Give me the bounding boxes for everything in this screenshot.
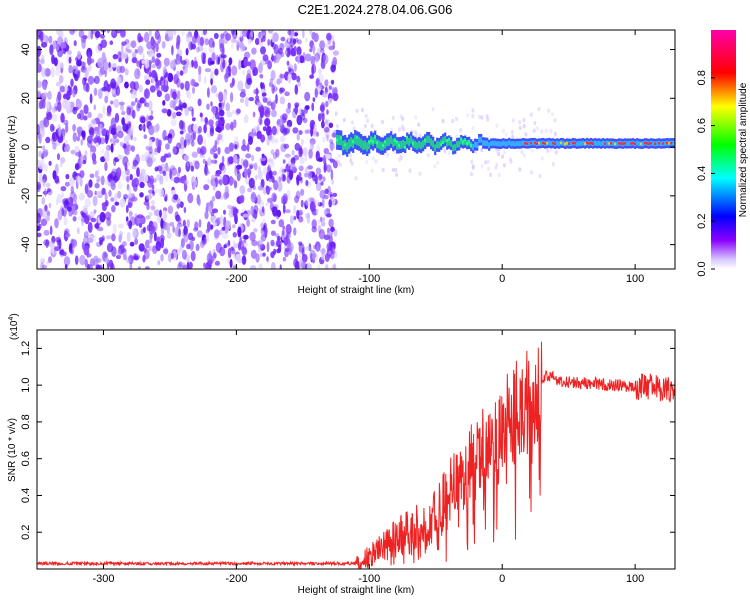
snr-y-label: SNR (10 * v/v) xyxy=(7,418,18,482)
snr-y-tick-label: 1.2 xyxy=(20,341,32,356)
snr-scale-factor: (x104) xyxy=(8,313,20,340)
spectrogram-y-tick-label: 0 xyxy=(20,144,32,150)
snr-y-tick-label: 1.0 xyxy=(20,378,32,393)
scale-factor-close: ) xyxy=(9,313,20,316)
snr-x-ticks: -300 -200 -100 0 100 xyxy=(92,330,644,585)
spectrogram-frame xyxy=(36,29,676,270)
colorbar-tick-label: 0.8 xyxy=(696,70,708,85)
snr-x-tick-label: 100 xyxy=(626,573,644,585)
colorbar-tick-label: 0.6 xyxy=(696,118,708,133)
spectrogram-y-tick-label: -40 xyxy=(20,237,32,253)
figure-title: C2E1.2024.278.04.06.G06 xyxy=(298,2,453,17)
colorbar: 0.0 0.2 0.4 0.6 0.8 Normalized spectral ampl… xyxy=(696,30,749,277)
snr-panel: -300 -200 -100 0 100 0.2 0.4 0.6 0.8 1.0 1.2 Heig… xyxy=(7,313,676,596)
colorbar-ticks: 0.0 0.2 0.4 0.6 0.8 xyxy=(696,70,715,277)
spectrogram-x-tick-label: 100 xyxy=(626,273,644,285)
snr-series-line xyxy=(37,341,675,569)
colorbar-tick-label: 0.0 xyxy=(696,261,708,276)
colorbar-tick-label: 0.2 xyxy=(696,214,708,229)
svg-text:(x104): (x104) xyxy=(8,313,20,340)
snr-x-tick-label: -100 xyxy=(358,573,380,585)
snr-x-tick-label: -300 xyxy=(92,573,114,585)
scale-factor-exponent: 4 xyxy=(8,317,15,321)
spectrogram-x-label: Height of straight line (km) xyxy=(298,285,415,296)
snr-y-tick-label: 0.4 xyxy=(20,488,32,503)
snr-frame xyxy=(36,329,676,570)
spectrogram-x-tick-label: -300 xyxy=(92,273,114,285)
colorbar-gradient xyxy=(711,30,736,269)
spectrogram-x-tick-label: 0 xyxy=(499,273,505,285)
snr-y-tick-label: 0.6 xyxy=(20,451,32,466)
spectrogram-y-tick-label: -20 xyxy=(20,188,32,204)
spectrogram-x-ticks: -300 -200 -100 0 100 xyxy=(92,30,644,285)
spectrogram-cells xyxy=(37,30,675,269)
snr-x-tick-label: -200 xyxy=(225,573,247,585)
snr-x-label: Height of straight line (km) xyxy=(298,585,415,596)
spectrogram-y-ticks: -40 -20 0 20 40 xyxy=(20,43,675,253)
snr-x-tick-label: 0 xyxy=(499,573,505,585)
colorbar-label: Normalized spectral amplitude xyxy=(738,82,749,217)
spectrogram-y-label: Frequency (Hz) xyxy=(7,116,18,185)
snr-y-tick-label: 0.8 xyxy=(20,414,32,429)
spectrogram-y-tick-label: 40 xyxy=(20,43,32,55)
spectrogram-x-tick-label: -200 xyxy=(225,273,247,285)
spectrogram-x-tick-label: -100 xyxy=(358,273,380,285)
snr-y-tick-label: 0.2 xyxy=(20,525,32,540)
snr-y-ticks: 0.2 0.4 0.6 0.8 1.0 1.2 xyxy=(20,341,675,540)
colorbar-tick-label: 0.4 xyxy=(696,166,708,181)
scale-factor-prefix: (x10 xyxy=(9,320,20,340)
spectrogram-y-tick-label: 20 xyxy=(20,92,32,104)
